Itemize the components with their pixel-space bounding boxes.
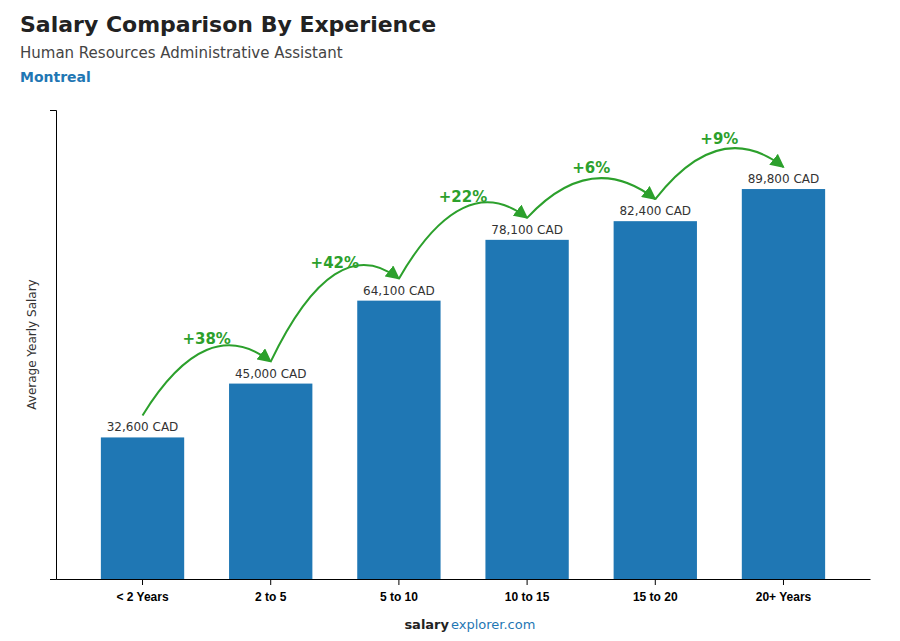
bar bbox=[357, 301, 440, 579]
change-label: +42% bbox=[311, 254, 359, 272]
y-axis-title: Average Yearly Salary bbox=[25, 279, 39, 409]
footer-bold: salary bbox=[404, 617, 449, 632]
x-tick-mark bbox=[270, 579, 271, 585]
chart: Salary Comparison By Experience Human Res… bbox=[0, 0, 900, 641]
x-axis-line bbox=[57, 579, 871, 580]
data-label: 82,400 CAD bbox=[619, 204, 691, 218]
x-tick-mark bbox=[142, 579, 143, 585]
footer-normal: explorer.com bbox=[451, 617, 535, 632]
x-tick-mark bbox=[527, 579, 528, 585]
change-arc bbox=[143, 345, 271, 415]
x-tick: 2 to 5 bbox=[255, 579, 287, 604]
data-label: 45,000 CAD bbox=[235, 367, 307, 381]
data-label: 78,100 CAD bbox=[491, 223, 563, 237]
data-label: 32,600 CAD bbox=[107, 420, 179, 434]
bars bbox=[101, 189, 825, 579]
x-axis: < 2 Years 2 to 5 5 to 10 10 to 15 15 to 20 20… bbox=[57, 579, 871, 604]
x-tick: 15 to 20 bbox=[633, 579, 678, 604]
subtitle: Human Resources Administrative Assistant bbox=[20, 44, 343, 62]
data-label: 89,800 CAD bbox=[748, 172, 820, 186]
x-tick-label: 10 to 15 bbox=[505, 590, 550, 604]
x-tick: 5 to 10 bbox=[380, 579, 418, 604]
x-tick: 10 to 15 bbox=[505, 579, 550, 604]
change-arc bbox=[399, 202, 527, 278]
x-tick-label: 20+ Years bbox=[756, 590, 812, 604]
change-label: +9% bbox=[700, 130, 738, 148]
x-tick: 20+ Years bbox=[756, 579, 812, 604]
change-arc bbox=[271, 265, 399, 362]
x-tick-mark bbox=[655, 579, 656, 585]
data-labels: 32,600 CAD 45,000 CAD 64,100 CAD 78,100 CAD… bbox=[107, 172, 820, 434]
x-tick-mark bbox=[398, 579, 399, 585]
x-tick-mark bbox=[783, 579, 784, 585]
x-tick-label: < 2 Years bbox=[116, 590, 168, 604]
bar bbox=[229, 384, 312, 579]
y-axis-line bbox=[50, 111, 57, 580]
x-tick-label: 15 to 20 bbox=[633, 590, 678, 604]
x-tick-label: 5 to 10 bbox=[380, 590, 418, 604]
data-label: 64,100 CAD bbox=[363, 284, 435, 298]
title: Salary Comparison By Experience bbox=[20, 12, 436, 37]
x-tick-label: 2 to 5 bbox=[255, 590, 287, 604]
y-axis bbox=[50, 111, 57, 580]
change-label: +6% bbox=[572, 159, 610, 177]
x-tick: < 2 Years bbox=[116, 579, 168, 604]
bar bbox=[742, 189, 825, 579]
change-label: +38% bbox=[182, 330, 230, 348]
bar bbox=[485, 240, 568, 579]
bar bbox=[101, 437, 184, 579]
location: Montreal bbox=[20, 69, 91, 85]
change-arc bbox=[655, 148, 783, 199]
change-label: +22% bbox=[439, 188, 487, 206]
change-annotations: +38% +42% +22% +6% +9% bbox=[143, 130, 784, 415]
bar bbox=[614, 221, 697, 579]
change-arc bbox=[527, 178, 655, 218]
